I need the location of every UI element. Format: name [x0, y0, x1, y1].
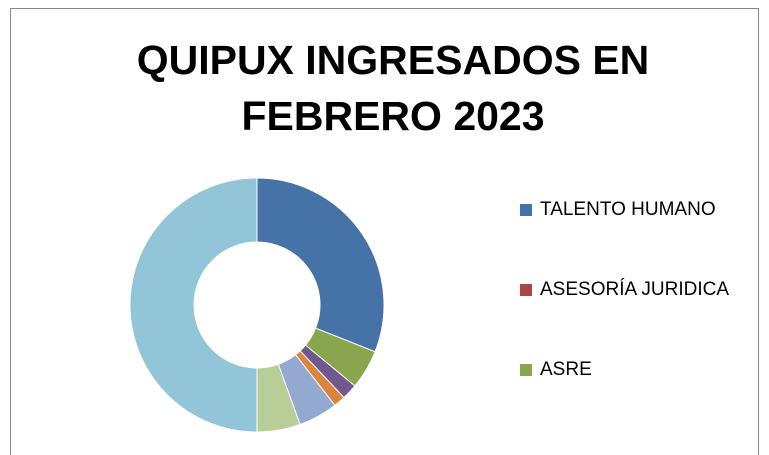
legend-swatch [520, 284, 532, 296]
legend-swatch [520, 364, 532, 376]
legend-label: ASRE [540, 359, 592, 380]
chart-border [10, 8, 759, 455]
legend-label: ASESORÍA JURIDICA [540, 279, 729, 300]
legend-swatch [520, 204, 532, 216]
chart-title: QUIPUX INGRESADOS EN FEBRERO 2023 [136, 37, 650, 139]
donut-segment [129, 177, 258, 433]
donut-segment [256, 177, 385, 353]
legend-label: TALENTO HUMANO [540, 199, 716, 220]
